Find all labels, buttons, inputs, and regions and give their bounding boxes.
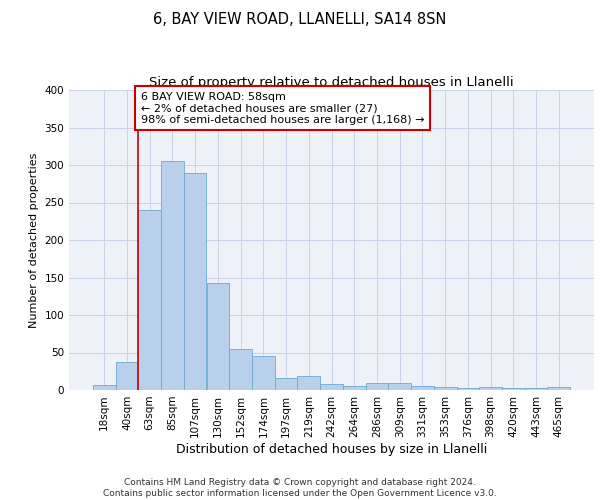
- Text: 6 BAY VIEW ROAD: 58sqm
← 2% of detached houses are smaller (27)
98% of semi-deta: 6 BAY VIEW ROAD: 58sqm ← 2% of detached …: [140, 92, 424, 124]
- Bar: [547, 387, 570, 390]
- Bar: [116, 362, 139, 390]
- Bar: [275, 378, 298, 390]
- Bar: [411, 386, 434, 390]
- Bar: [320, 384, 343, 390]
- Bar: [457, 388, 479, 390]
- Text: 6, BAY VIEW ROAD, LLANELLI, SA14 8SN: 6, BAY VIEW ROAD, LLANELLI, SA14 8SN: [154, 12, 446, 28]
- Bar: [93, 385, 116, 390]
- Bar: [298, 376, 320, 390]
- Text: Contains HM Land Registry data © Crown copyright and database right 2024.
Contai: Contains HM Land Registry data © Crown c…: [103, 478, 497, 498]
- Title: Size of property relative to detached houses in Llanelli: Size of property relative to detached ho…: [149, 76, 514, 89]
- Bar: [343, 386, 365, 390]
- Bar: [161, 161, 184, 390]
- Bar: [434, 387, 457, 390]
- X-axis label: Distribution of detached houses by size in Llanelli: Distribution of detached houses by size …: [176, 442, 487, 456]
- Bar: [184, 172, 206, 390]
- Bar: [229, 349, 252, 390]
- Bar: [388, 382, 411, 390]
- Bar: [252, 356, 275, 390]
- Bar: [524, 388, 547, 390]
- Y-axis label: Number of detached properties: Number of detached properties: [29, 152, 39, 328]
- Bar: [502, 388, 524, 390]
- Bar: [139, 210, 161, 390]
- Bar: [206, 283, 229, 390]
- Bar: [479, 387, 502, 390]
- Bar: [365, 382, 388, 390]
